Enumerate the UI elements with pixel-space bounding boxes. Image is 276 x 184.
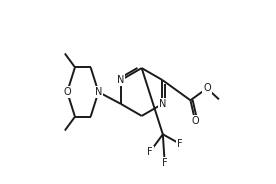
Text: O: O bbox=[203, 83, 211, 93]
Text: N: N bbox=[159, 99, 166, 109]
Text: F: F bbox=[162, 158, 168, 168]
Text: N: N bbox=[117, 75, 125, 85]
Text: N: N bbox=[95, 87, 102, 97]
Text: O: O bbox=[63, 87, 71, 97]
Text: F: F bbox=[177, 139, 182, 148]
Text: F: F bbox=[147, 147, 153, 157]
Text: O: O bbox=[191, 116, 199, 125]
